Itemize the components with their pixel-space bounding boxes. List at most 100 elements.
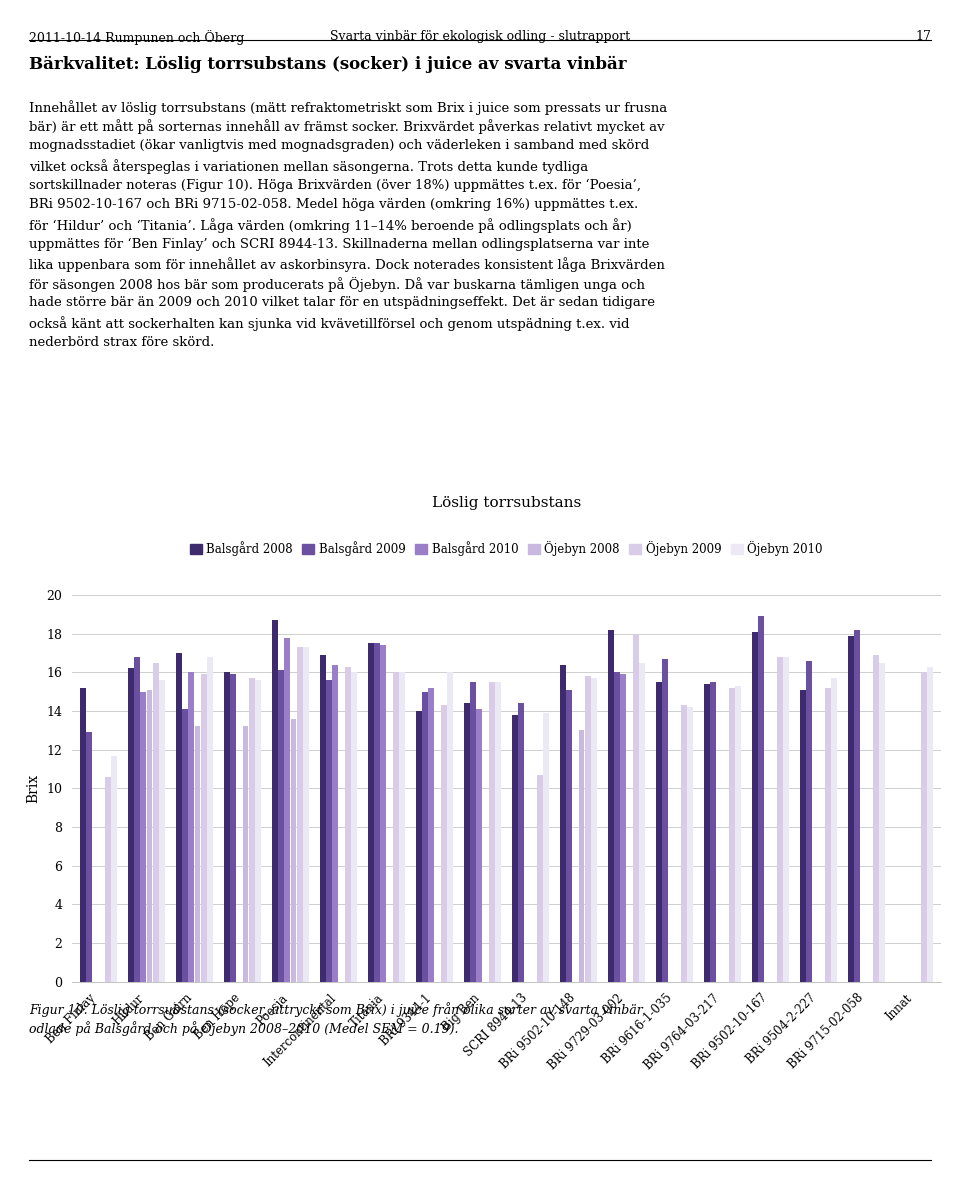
- Bar: [560, 664, 565, 982]
- Text: sortskillnader noteras (Figur 10). Höga Brixvärden (över 18%) uppmättes t.ex. fö: sortskillnader noteras (Figur 10). Höga …: [29, 178, 641, 192]
- Bar: [80, 688, 85, 982]
- Text: lika uppenbara som för innehållet av askorbinsyra. Dock noterades konsistent låg: lika uppenbara som för innehållet av ask…: [29, 257, 664, 271]
- Bar: [111, 756, 117, 982]
- Bar: [447, 672, 453, 982]
- Bar: [195, 726, 201, 982]
- Text: 2011-10-14 Rumpunen och Öberg: 2011-10-14 Rumpunen och Öberg: [29, 30, 244, 45]
- Bar: [806, 660, 812, 982]
- Bar: [579, 731, 585, 982]
- Bar: [800, 690, 805, 982]
- Bar: [332, 664, 338, 982]
- Bar: [783, 657, 789, 982]
- Bar: [422, 691, 428, 982]
- Bar: [704, 684, 709, 982]
- Bar: [639, 663, 645, 982]
- Text: för säsongen 2008 hos bär som producerats på Öjebyn. Då var buskarna tämligen un: för säsongen 2008 hos bär som producerat…: [29, 276, 645, 292]
- Bar: [374, 644, 380, 982]
- Bar: [543, 713, 549, 982]
- Bar: [230, 675, 236, 982]
- Bar: [620, 675, 626, 982]
- Bar: [662, 659, 668, 982]
- Y-axis label: Brix: Brix: [27, 774, 40, 803]
- Bar: [428, 688, 434, 982]
- Text: Bärkvalitet: Löslig torrsubstans (socker) i juice av svarta vinbär: Bärkvalitet: Löslig torrsubstans (socker…: [29, 56, 627, 73]
- Bar: [345, 666, 350, 982]
- Bar: [320, 654, 325, 982]
- Bar: [368, 644, 373, 982]
- Text: Svarta vinbär för ekologisk odling - slutrapport: Svarta vinbär för ekologisk odling - slu…: [330, 30, 630, 43]
- Bar: [207, 657, 213, 982]
- Bar: [825, 688, 830, 982]
- Bar: [879, 663, 885, 982]
- Bar: [656, 682, 661, 982]
- Text: också känt att sockerhalten kan sjunka vid kvävetillförsel och genom utspädning : också känt att sockerhalten kan sjunka v…: [29, 315, 630, 331]
- Bar: [591, 678, 597, 982]
- Text: Löslig torrsubstans: Löslig torrsubstans: [432, 496, 581, 509]
- Bar: [831, 678, 837, 982]
- Bar: [518, 703, 524, 982]
- Bar: [873, 654, 878, 982]
- Bar: [297, 647, 302, 982]
- Bar: [735, 685, 741, 982]
- Text: BRi 9502-10-167 och BRi 9715-02-058. Medel höga värden (omkring 16%) uppmättes t: BRi 9502-10-167 och BRi 9715-02-058. Med…: [29, 198, 638, 211]
- Text: odlade på Balsgård och på Öjebyn 2008–2010 (Medel SEM = 0.19).: odlade på Balsgård och på Öjebyn 2008–20…: [29, 1021, 458, 1036]
- Bar: [326, 679, 332, 982]
- Bar: [128, 669, 133, 982]
- Text: hade större bär än 2009 och 2010 vilket talar för en utspädningseffekt. Det är s: hade större bär än 2009 och 2010 vilket …: [29, 296, 655, 309]
- Bar: [224, 672, 229, 982]
- Text: nederbörd strax före skörd.: nederbörd strax före skörd.: [29, 336, 214, 349]
- Bar: [243, 726, 249, 982]
- Bar: [249, 678, 254, 982]
- Bar: [608, 630, 613, 982]
- Bar: [153, 663, 158, 982]
- Bar: [399, 672, 405, 982]
- Bar: [687, 707, 693, 982]
- Bar: [393, 672, 398, 982]
- Bar: [854, 630, 860, 982]
- Bar: [147, 690, 153, 982]
- Text: 17: 17: [915, 30, 931, 43]
- Text: bär) är ett mått på sorternas innehåll av främst socker. Brixvärdet påverkas rel: bär) är ett mått på sorternas innehåll a…: [29, 119, 664, 134]
- Bar: [188, 672, 194, 982]
- Legend: Balsgård 2008, Balsgård 2009, Balsgård 2010, Öjebyn 2008, Öjebyn 2009, Öjebyn 20: Balsgård 2008, Balsgård 2009, Balsgård 2…: [187, 539, 826, 559]
- Bar: [729, 688, 734, 982]
- Bar: [140, 691, 146, 982]
- Bar: [512, 715, 517, 982]
- Bar: [921, 672, 926, 982]
- Bar: [464, 703, 469, 982]
- Bar: [681, 706, 686, 982]
- Bar: [182, 709, 188, 982]
- Text: Innehållet av löslig torrsubstans (mätt refraktometriskt som Brix i juice som pr: Innehållet av löslig torrsubstans (mätt …: [29, 100, 667, 115]
- Bar: [585, 676, 590, 982]
- Bar: [201, 675, 206, 982]
- Bar: [278, 670, 284, 982]
- Bar: [255, 679, 261, 982]
- Bar: [537, 775, 542, 982]
- Bar: [105, 777, 110, 982]
- Bar: [927, 666, 933, 982]
- Bar: [303, 647, 309, 982]
- Text: Figur 10. Löslig torrsubstans (socker, uttryckt som Brix) i juice från olika sor: Figur 10. Löslig torrsubstans (socker, u…: [29, 1002, 642, 1016]
- Bar: [86, 732, 92, 982]
- Bar: [380, 645, 386, 982]
- Text: vilket också återspeglas i variationen mellan säsongerna. Trots detta kunde tydl: vilket också återspeglas i variationen m…: [29, 158, 588, 174]
- Text: uppmättes för ‘Ben Finlay’ och SCRI 8944-13. Skillnaderna mellan odlingsplatsern: uppmättes för ‘Ben Finlay’ och SCRI 8944…: [29, 237, 649, 251]
- Bar: [176, 653, 181, 982]
- Bar: [566, 690, 572, 982]
- Bar: [489, 682, 494, 982]
- Text: för ‘Hildur’ och ‘Titania’. Låga värden (omkring 11–14% beroende på odlingsplats: för ‘Hildur’ och ‘Titania’. Låga värden …: [29, 218, 632, 232]
- Bar: [752, 632, 757, 982]
- Bar: [351, 672, 357, 982]
- Bar: [416, 710, 421, 982]
- Bar: [614, 672, 620, 982]
- Bar: [848, 635, 853, 982]
- Bar: [441, 706, 446, 982]
- Bar: [758, 616, 764, 982]
- Bar: [633, 633, 638, 982]
- Bar: [159, 679, 165, 982]
- Bar: [284, 638, 290, 982]
- Bar: [470, 682, 476, 982]
- Bar: [134, 657, 140, 982]
- Bar: [272, 620, 277, 982]
- Bar: [291, 719, 297, 982]
